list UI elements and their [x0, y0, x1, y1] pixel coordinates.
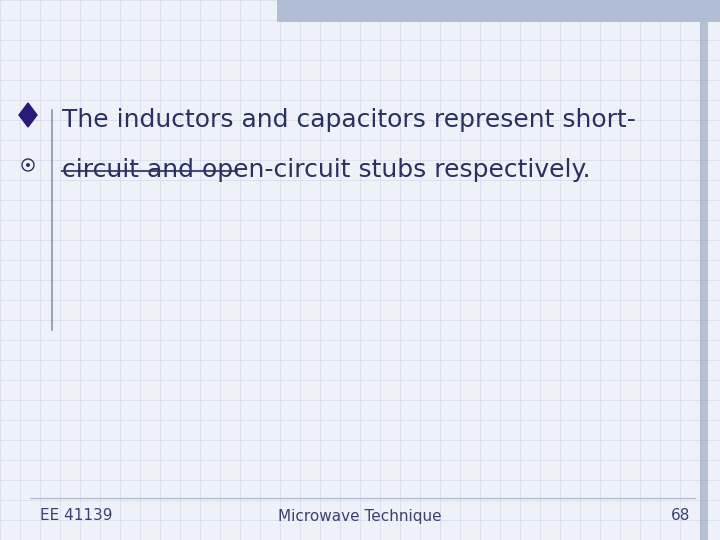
Text: The inductors and capacitors represent short-: The inductors and capacitors represent s… [62, 108, 636, 132]
Text: Microwave Technique: Microwave Technique [278, 509, 442, 523]
Bar [277, 0, 720, 22]
Text: EE 41139: EE 41139 [40, 509, 112, 523]
Circle shape [26, 163, 30, 167]
Text: circuit and open-circuit stubs respectively.: circuit and open-circuit stubs respectiv… [62, 158, 590, 182]
Polygon shape [19, 103, 37, 127]
Text: 68: 68 [670, 509, 690, 523]
Bar [700, 22, 708, 540]
